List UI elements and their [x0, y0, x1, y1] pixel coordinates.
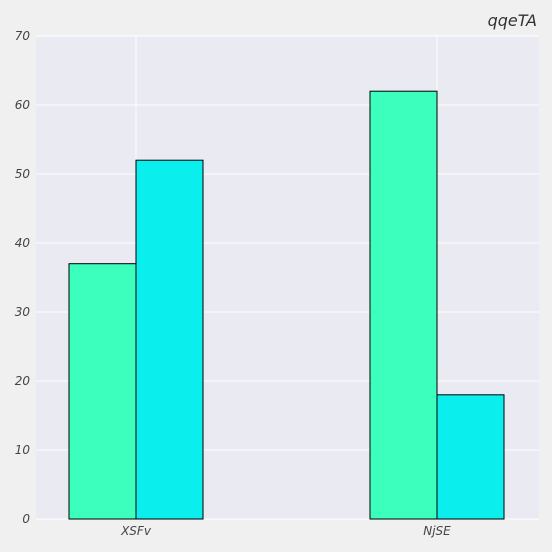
- y-tick-label: 0: [22, 512, 30, 526]
- bar-series-2-XSFv: [135, 159, 204, 520]
- y-tick-label: 40: [15, 236, 31, 250]
- y-axis-ticks: 0 10 20 30 40 50 60 70: [15, 29, 31, 526]
- bar-series-1-NjSE: [369, 90, 438, 520]
- x-axis-ticks: XSFv NjSE: [120, 524, 451, 538]
- y-tick-label: 60: [15, 98, 31, 112]
- y-tick-label: 30: [15, 305, 31, 319]
- y-tick-label: 70: [15, 29, 31, 43]
- bar-series-2-NjSE: [436, 394, 505, 520]
- y-tick-label: 50: [15, 167, 31, 181]
- bar-series-1-XSFv: [68, 263, 137, 520]
- y-tick-label: 10: [15, 443, 31, 457]
- chart-title: qqeTA: [488, 11, 537, 30]
- y-tick-label: 20: [15, 374, 31, 388]
- x-tick-label: NjSE: [423, 524, 451, 538]
- x-tick-label: XSFv: [120, 524, 152, 538]
- bars: [68, 90, 505, 520]
- grid-lines: [36, 35, 539, 520]
